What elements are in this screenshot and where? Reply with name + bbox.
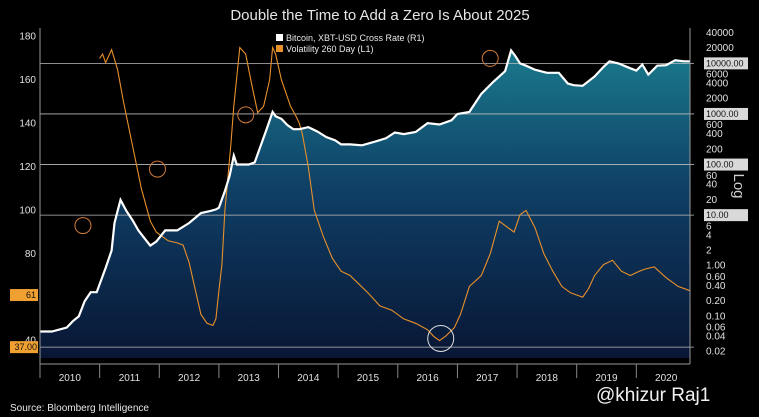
legend-box-bitcoin <box>276 34 283 41</box>
right-boxed-tick <box>704 158 748 171</box>
right-boxed-label: 1000.00 <box>706 109 739 119</box>
x-tick-label: 2011 <box>119 373 141 384</box>
right-boxed-tick <box>704 57 748 70</box>
right-tick-label: 40 <box>706 180 718 191</box>
left-tick-label: 140 <box>19 119 36 130</box>
annotation-circles <box>74 49 499 352</box>
x-tick-label: 2012 <box>178 373 201 384</box>
annotation-circle <box>481 49 499 67</box>
log-axis-label: Log <box>730 173 747 198</box>
right-tick-label: 40000 <box>706 28 734 39</box>
x-tick-label: 2020 <box>655 373 678 384</box>
right-tick-label: 0.60 <box>706 272 726 283</box>
watermark: @khizur Raj1 <box>596 385 710 406</box>
plot-area <box>39 28 694 365</box>
right-tick-label: 0.40 <box>706 281 726 292</box>
left-tick-label: 180 <box>19 32 36 43</box>
left-tick-label: 80 <box>25 249 37 260</box>
x-tick-label: 2014 <box>297 373 320 384</box>
left-current-box <box>10 289 38 302</box>
right-boxed-label: 10.00 <box>706 210 729 220</box>
annotation-circle <box>148 160 166 178</box>
right-tick-label: 4 <box>706 230 712 241</box>
right-tick-label: 20000 <box>706 43 734 54</box>
legend-item-volatility: Volatility 260 Day (L1) <box>286 44 374 54</box>
left-tick-label: 100 <box>19 205 36 216</box>
right-tick-label: 2000 <box>706 94 729 105</box>
x-tick-label: 2013 <box>238 373 261 384</box>
right-boxed-tick <box>704 209 748 222</box>
legend: Bitcoin, XBT-USD Cross Rate (R1) Volatil… <box>276 33 425 54</box>
volatility-line <box>99 45 691 342</box>
x-axis: 2010 2011 2012 2013 2014 2015 2016 2017 2018 2019… <box>39 364 678 384</box>
right-tick-label: 400 <box>706 129 723 140</box>
left-tick-label: 120 <box>19 162 36 173</box>
legend-item-bitcoin: Bitcoin, XBT-USD Cross Rate (R1) <box>286 33 425 43</box>
x-tick-label: 2017 <box>476 373 499 384</box>
left-low-label: 37.00 <box>14 342 37 352</box>
left-axis: 1801601401201008060406137.00 <box>10 32 38 354</box>
right-tick-label: 0.06 <box>706 323 726 334</box>
left-low-box <box>10 341 38 354</box>
right-tick-label: 0.20 <box>706 296 726 307</box>
right-tick-label: 0.10 <box>706 311 726 322</box>
left-tick-label: 160 <box>19 75 36 86</box>
chart-title: Double the Time to Add a Zero Is About 2… <box>230 7 529 24</box>
right-tick-label: 20 <box>706 195 718 206</box>
x-tick-label: 2016 <box>416 373 439 384</box>
left-tick-label: 40 <box>25 336 37 347</box>
right-tick-label: 200 <box>706 144 723 155</box>
right-tick-label: 600 <box>706 120 723 131</box>
x-tick-label: 2010 <box>59 373 82 384</box>
right-tick-label: 1.00 <box>706 261 726 272</box>
right-tick-label: 60 <box>706 171 718 182</box>
legend-box-volatility <box>276 45 283 52</box>
right-boxed-tick <box>704 107 748 120</box>
annotation-circle <box>237 106 255 124</box>
x-tick-label: 2015 <box>357 373 380 384</box>
right-tick-label: 0.02 <box>706 347 726 358</box>
x-tick-label: 2018 <box>536 373 559 384</box>
left-current-label: 61 <box>26 290 36 300</box>
annotation-circle <box>74 217 92 235</box>
right-tick-label: 4000 <box>706 78 729 89</box>
right-tick-label: 6 <box>706 221 712 232</box>
right-tick-label: 2 <box>706 245 712 256</box>
x-tick-label: 2019 <box>595 373 618 384</box>
source-note: Source: Bloomberg Intelligence <box>10 403 149 414</box>
bitcoin-line <box>40 47 690 333</box>
annotation-circle <box>427 324 455 352</box>
right-boxed-label: 100.00 <box>706 160 734 170</box>
right-tick-label: 6000 <box>706 70 729 81</box>
right-boxed-label: 10000.00 <box>706 58 744 68</box>
right-tick-label: 0.04 <box>706 331 726 342</box>
bitcoin-area <box>40 50 690 359</box>
